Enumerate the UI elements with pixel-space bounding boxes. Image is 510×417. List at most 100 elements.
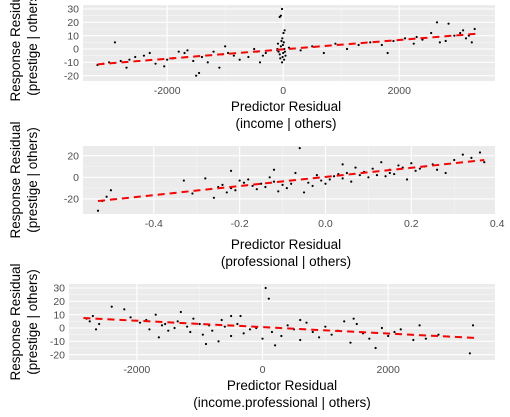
data-point — [392, 39, 395, 43]
x-axis-label-line2: (income | others) — [235, 116, 336, 131]
data-point — [290, 182, 293, 185]
data-point — [157, 336, 160, 339]
x-tick-label: -0.2 — [231, 218, 249, 230]
data-point — [345, 47, 349, 51]
x-tick-label: 0.0 — [318, 218, 333, 230]
x-axis-label: Predictor Residual — [231, 99, 341, 114]
data-point — [473, 27, 476, 31]
data-point — [282, 31, 285, 35]
data-point — [195, 74, 198, 77]
y-tick-label: 20 — [67, 17, 79, 29]
data-point — [247, 178, 250, 181]
x-axis-label: Predictor Residual — [231, 237, 341, 252]
minor-grid — [83, 5, 495, 81]
data-point — [384, 175, 387, 178]
data-point — [412, 338, 415, 342]
x-tick-label: -2000 — [154, 85, 181, 97]
data-point — [166, 58, 169, 61]
data-point — [453, 158, 456, 162]
data-point — [191, 192, 194, 195]
data-point — [343, 320, 346, 323]
data-point — [324, 325, 327, 328]
data-point — [261, 54, 264, 57]
panel-background — [83, 5, 495, 81]
data-point — [258, 61, 262, 64]
data-point — [299, 49, 302, 52]
x-tick-labels: -0.4 -0.2 0.0 0.2 0.4 — [145, 218, 505, 230]
data-point — [279, 57, 282, 60]
data-point — [248, 328, 252, 331]
data-point — [380, 43, 383, 47]
data-point — [264, 51, 267, 55]
data-point — [380, 326, 384, 330]
data-point — [179, 310, 182, 314]
fit-line — [97, 159, 485, 203]
data-point — [330, 333, 333, 336]
data-point — [125, 66, 128, 69]
data-point — [113, 41, 117, 44]
data-point — [354, 166, 357, 169]
data-point — [211, 329, 214, 332]
data-point — [105, 195, 108, 198]
data-point — [197, 71, 201, 75]
data-point — [177, 50, 180, 53]
data-point — [447, 22, 450, 25]
data-point — [435, 168, 439, 171]
data-point — [242, 181, 246, 184]
data-point — [307, 181, 310, 184]
data-point — [415, 35, 418, 39]
x-tick-label: 0.2 — [404, 218, 419, 230]
data-point — [281, 183, 284, 186]
y-tick-label: 0 — [73, 172, 79, 184]
data-point — [229, 169, 233, 172]
data-point — [98, 322, 101, 326]
data-point — [273, 344, 277, 347]
data-point — [283, 29, 286, 32]
data-point — [328, 178, 331, 181]
data-point — [380, 161, 383, 164]
data-point — [276, 42, 280, 45]
data-point — [238, 58, 241, 61]
data-point — [468, 352, 471, 355]
data-point — [357, 43, 360, 47]
y-axis-label: Response Residual — [8, 263, 23, 380]
data-point — [368, 337, 371, 340]
y-tick-label: -10 — [64, 57, 79, 69]
data-point — [280, 39, 283, 43]
y-tick-labels: -20 0 20 — [64, 150, 79, 205]
data-point — [444, 171, 447, 175]
y-axis-label-line2: (prestige | others) — [25, 0, 40, 96]
data-point — [418, 324, 421, 327]
data-point — [186, 325, 189, 328]
data-point — [299, 318, 302, 322]
data-point — [294, 171, 297, 175]
data-point — [311, 45, 314, 48]
data-point — [236, 322, 239, 326]
data-points — [85, 286, 475, 355]
data-point — [238, 179, 241, 182]
data-point — [387, 334, 390, 338]
x-tick-labels: -2000 0 2000 — [123, 364, 400, 376]
data-point — [88, 320, 91, 323]
data-point — [305, 321, 308, 324]
data-point — [461, 29, 465, 32]
data-point — [341, 163, 344, 166]
data-point — [412, 42, 415, 45]
data-point — [284, 54, 287, 57]
x-tick-label: 2000 — [388, 85, 412, 97]
data-point — [334, 42, 337, 45]
data-point — [230, 314, 233, 318]
data-point — [167, 329, 170, 332]
x-tick-label: 0.4 — [490, 218, 505, 230]
data-point — [403, 37, 407, 40]
data-points — [96, 7, 476, 77]
data-point — [148, 51, 151, 55]
data-point — [217, 340, 220, 343]
data-point — [186, 49, 189, 52]
data-point — [198, 322, 201, 326]
major-grid — [83, 5, 495, 81]
data-point — [154, 62, 157, 65]
data-point — [232, 54, 235, 57]
data-point — [375, 174, 379, 177]
data-point — [281, 37, 284, 40]
